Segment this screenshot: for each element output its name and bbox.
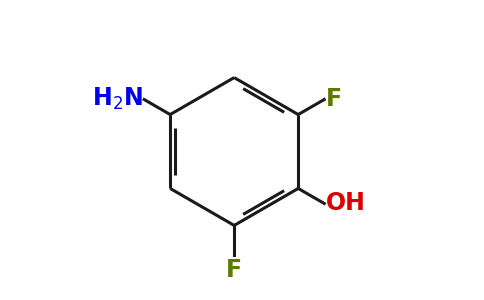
- Text: F: F: [326, 87, 342, 111]
- Text: OH: OH: [326, 191, 366, 215]
- Text: F: F: [226, 258, 242, 282]
- Text: H$_2$N: H$_2$N: [92, 86, 143, 112]
